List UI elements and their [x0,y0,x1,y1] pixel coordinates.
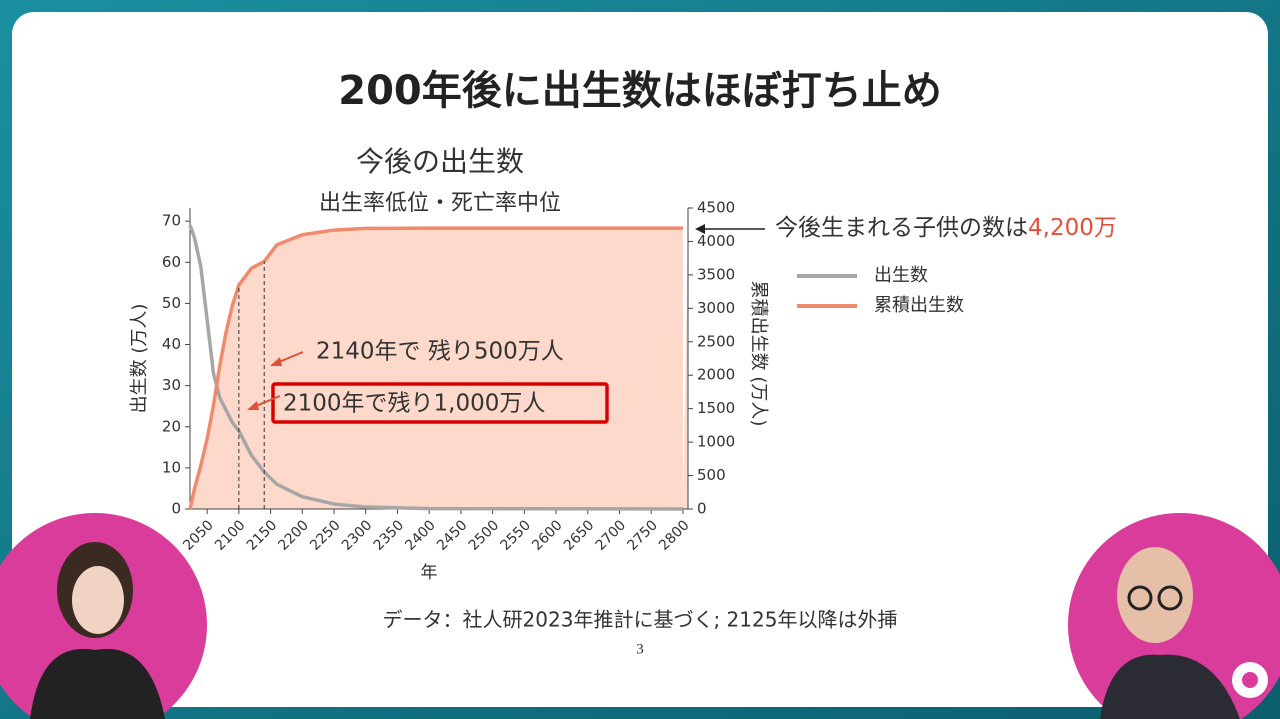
chart: 0 10 20 30 40 50 60 70 0 500 1000 1500 2000 2500 3000 3… [129,199,1117,584]
y-tick-label: 70 [162,212,181,230]
y2-tick-label: 2500 [697,332,735,350]
y2-tick-label: 3000 [697,299,735,317]
y2-tick-label: 500 [697,466,726,484]
chart-title: 今後の出生数 [356,145,524,178]
y2-tick-label: 1500 [697,399,735,417]
y2-tick-label: 2000 [697,366,735,384]
area [190,228,688,510]
presenter-right [1068,513,1280,719]
arrow-head [270,357,282,366]
y-tick-label: 10 [162,458,181,476]
y2-axis-label: 累積出生数 (万人) [748,281,769,427]
presenter-left [0,513,207,719]
slide-title: 200年後に出生数はほぼ打ち止め [338,68,942,114]
y2-tick-label: 4500 [697,199,735,217]
y-tick-label: 50 [162,294,181,312]
y-axis-label: 出生数 (万人) [129,304,150,414]
legend-label: 累積出生数 [874,295,964,316]
y-tick-label: 40 [162,335,181,353]
legend-label: 出生数 [874,265,928,286]
highlight-box [271,382,609,424]
y-tick-label: 20 [162,417,181,435]
y-tick-label: 60 [162,253,181,271]
callout-highlight: 4,200万 [1028,215,1117,241]
page-number: 3 [636,641,644,657]
y2-tick-label: 4000 [697,232,735,250]
y-tick-label: 0 [171,500,181,518]
chart-subtitle: 出生率低位・死亡率中位 [319,191,561,216]
annotation: 2100年で残り1,000万人 [283,391,545,417]
arrow-head [695,224,705,234]
arrow-head [247,401,259,410]
y-tick-label: 30 [162,376,181,394]
y2-tick-label: 3500 [697,265,735,283]
callout: 今後生まれる子供の数は4,200万 [775,215,1117,241]
annotation: 2140年で 残り500万人 [316,339,564,365]
y2-tick-label: 1000 [697,433,735,451]
y2-tick-label: 0 [697,500,707,518]
x-axis-label: 年 [421,563,438,583]
callout-text: 今後生まれる子供の数は [775,215,1028,241]
source-note: データ：社人研2023年推計に基づく; 2125年以降は外挿 [383,608,898,632]
line [188,226,683,510]
